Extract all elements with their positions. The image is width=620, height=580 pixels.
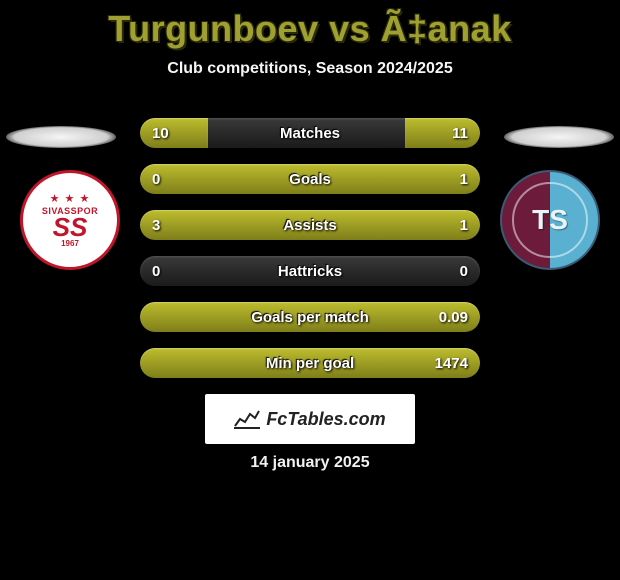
stat-row: 31Assists	[140, 210, 480, 240]
stat-row: 01Goals	[140, 164, 480, 194]
bar-fill-right	[140, 348, 480, 378]
crest-monogram: TS	[532, 204, 568, 236]
page-title: Turgunboev vs Ã‡anak	[0, 0, 620, 50]
stat-row: 1011Matches	[140, 118, 480, 148]
crest-stars-icon: ★ ★ ★	[50, 192, 91, 205]
comparison-card: Turgunboev vs Ã‡anak Club competitions, …	[0, 0, 620, 580]
brand-badge: FcTables.com	[205, 394, 415, 444]
stat-label: Hattricks	[140, 256, 480, 286]
crest-monogram: SS	[53, 216, 88, 239]
brand-text: FcTables.com	[266, 409, 385, 430]
trabzonspor-crest: TS	[500, 170, 600, 270]
stat-row: 0.09Goals per match	[140, 302, 480, 332]
halo-left	[6, 126, 116, 148]
subtitle: Club competitions, Season 2024/2025	[0, 60, 620, 78]
halo-right	[504, 126, 614, 148]
team-badge-left: ★ ★ ★ SIVASSPOR SS 1967	[20, 170, 120, 270]
bar-fill-right	[140, 164, 480, 194]
brand-logo-icon	[234, 409, 260, 429]
stats-bars: 1011Matches 01Goals 31Assists 0 0Hattricks 0.…	[140, 118, 480, 394]
crest-year: 1967	[61, 239, 79, 248]
date-label: 14 january 2025	[0, 454, 620, 472]
bar-fill-right	[405, 118, 480, 148]
bar-fill-left	[140, 210, 480, 240]
stat-value-right: 0	[460, 256, 468, 286]
sivasspor-crest: ★ ★ ★ SIVASSPOR SS 1967	[20, 170, 120, 270]
bar-fill-right	[140, 302, 480, 332]
team-badge-right: TS	[500, 170, 600, 270]
bar-fill-left	[140, 118, 208, 148]
stat-row: 0 0Hattricks	[140, 256, 480, 286]
stat-value-left: 0	[152, 256, 160, 286]
stat-row: 1474Min per goal	[140, 348, 480, 378]
